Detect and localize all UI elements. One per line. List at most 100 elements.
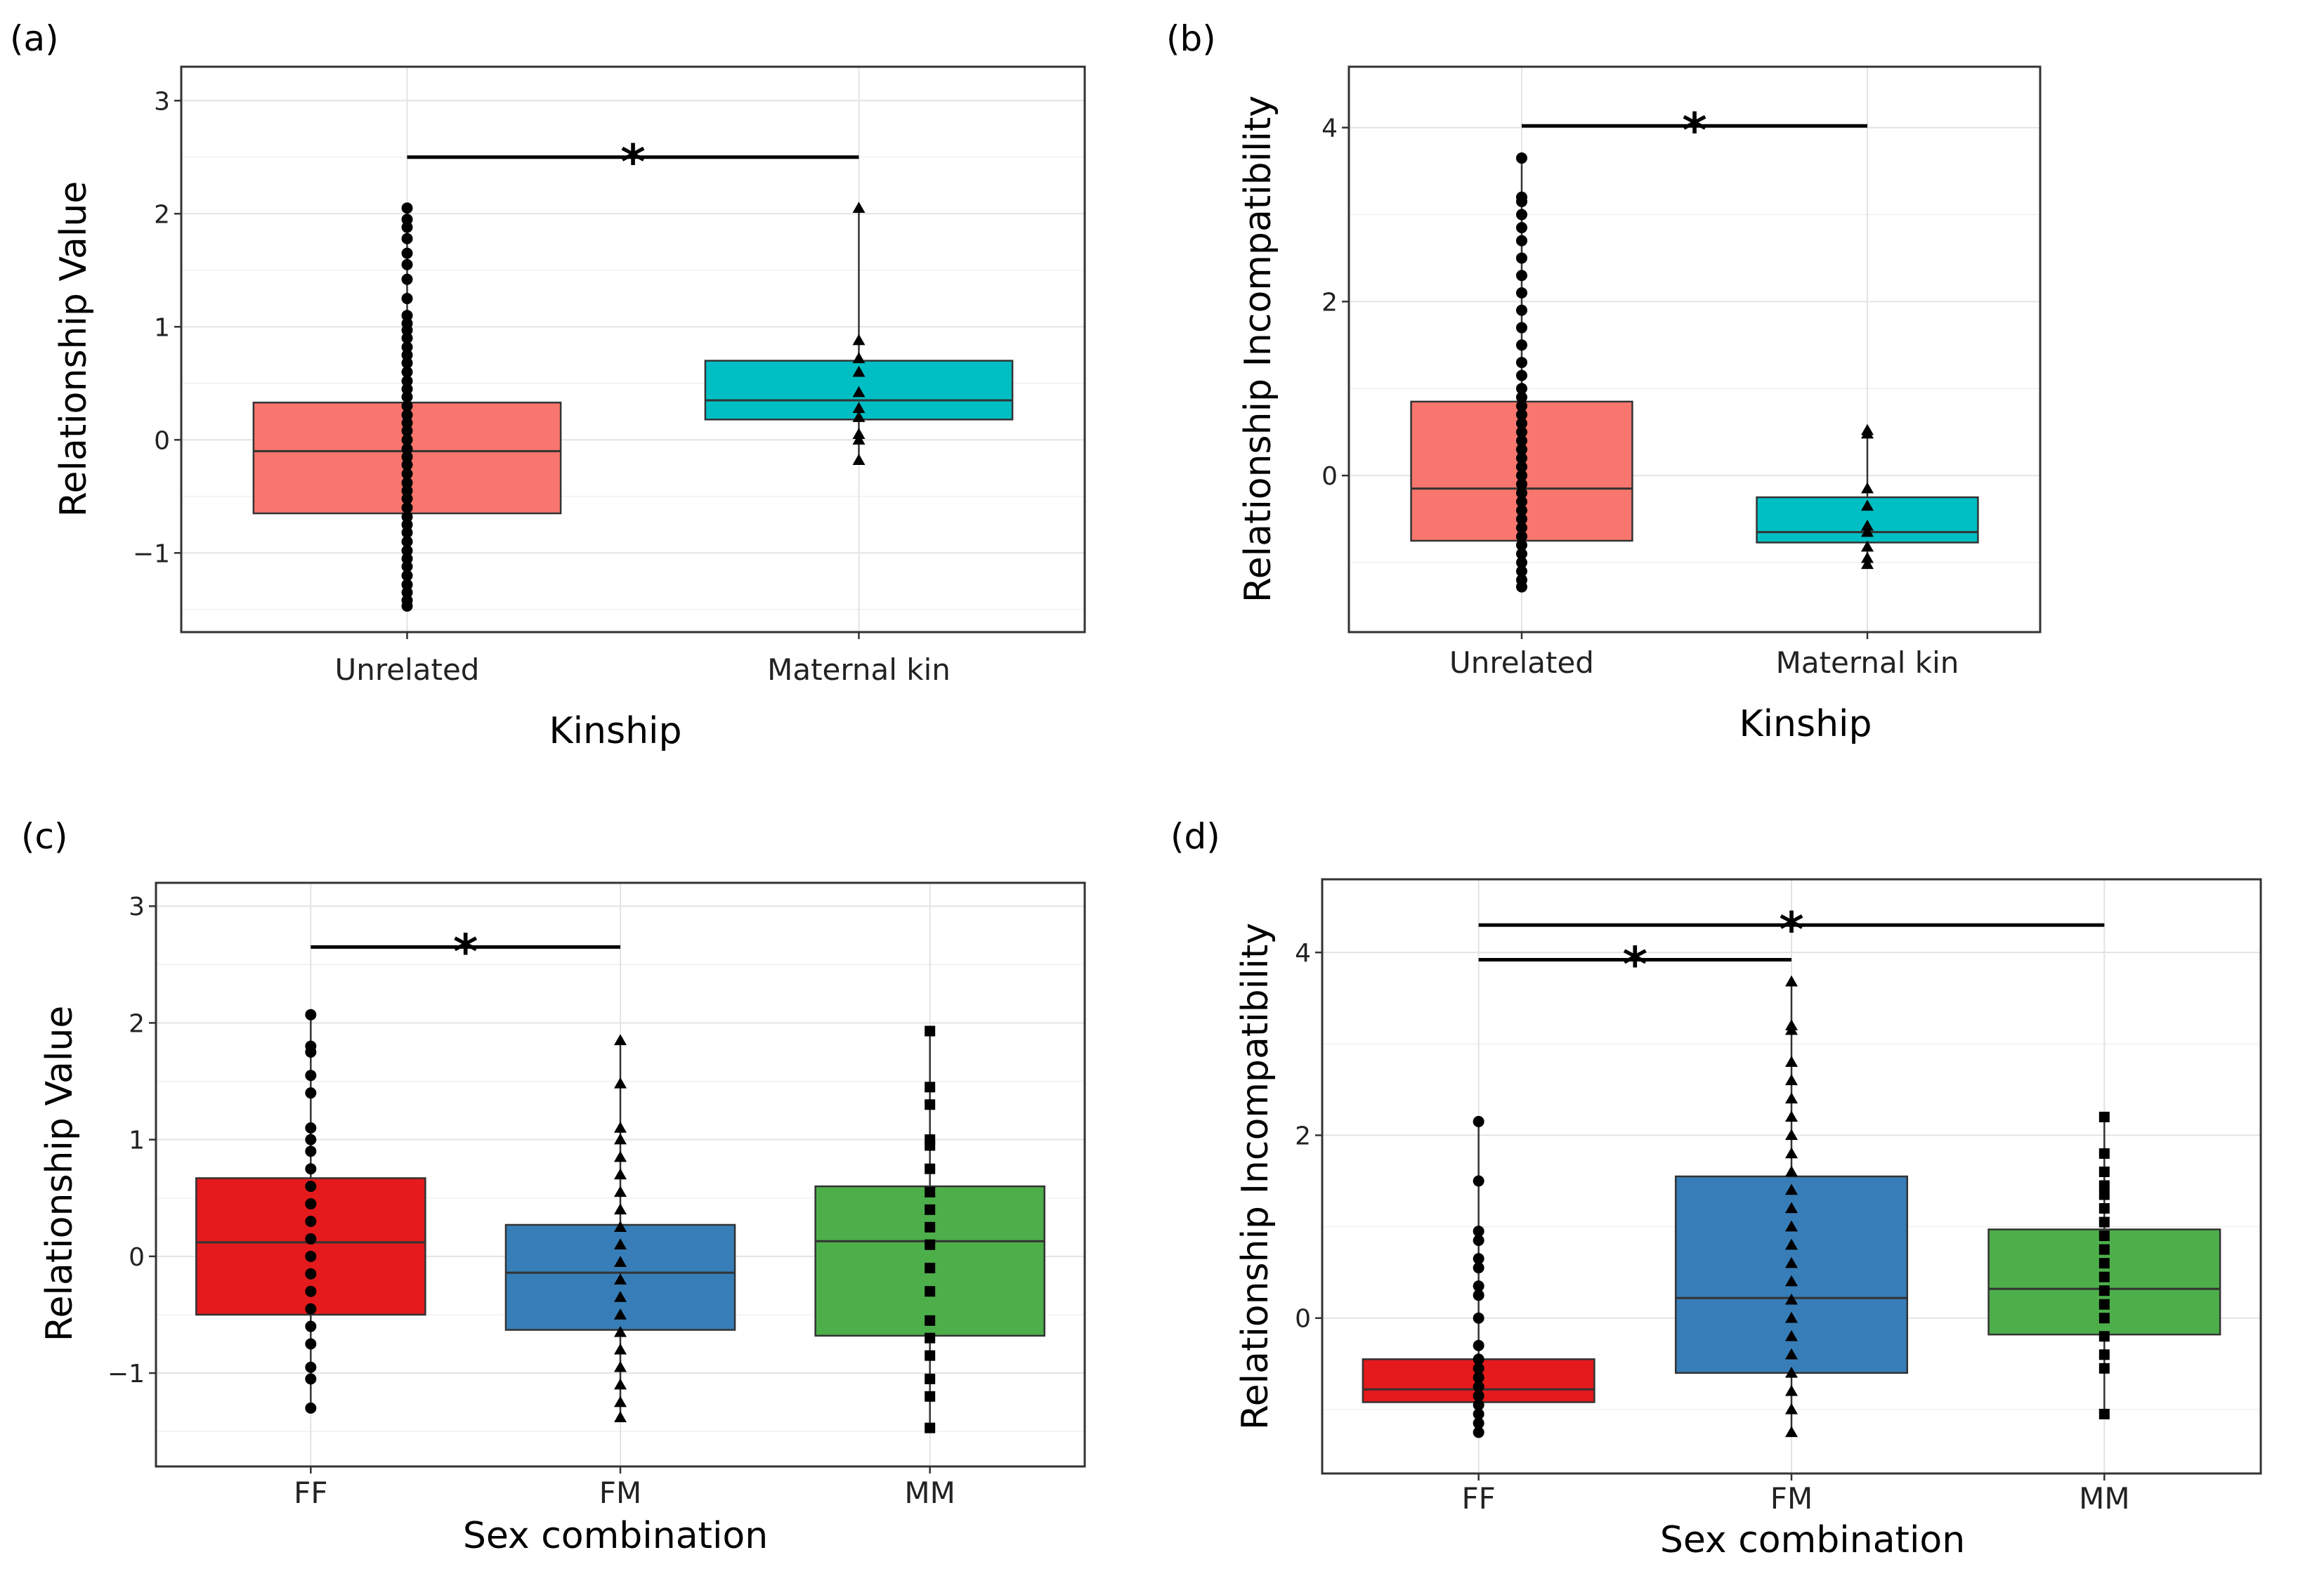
data-point	[1516, 496, 1527, 508]
data-point	[1473, 1363, 1484, 1374]
panel-label: (c)	[21, 816, 68, 857]
data-point	[2098, 1363, 2110, 1374]
data-point	[925, 1262, 936, 1273]
data-point	[1785, 1183, 1798, 1195]
panel-c: −1 0 1 2 3 FF FM MM * Relationship Value Sex combi…	[21, 816, 1086, 1557]
data-point	[305, 1285, 317, 1297]
data-point	[401, 332, 413, 344]
significance-star: *	[1623, 938, 1648, 993]
data-point	[1473, 1280, 1484, 1292]
data-point	[401, 247, 413, 259]
data-point	[1785, 1330, 1798, 1341]
data-point	[925, 1221, 936, 1233]
data-point	[2098, 1189, 2110, 1200]
data-point	[1861, 551, 1874, 563]
data-point	[925, 1025, 936, 1037]
data-point	[852, 433, 866, 445]
data-point	[305, 1181, 317, 1193]
data-point	[925, 1422, 936, 1433]
series-fm	[1674, 975, 1909, 1438]
data-point	[852, 334, 866, 346]
panel-label: (a)	[10, 18, 59, 59]
data-point	[1785, 1092, 1798, 1104]
data-point	[1473, 1399, 1484, 1411]
x-tick-label: FF	[1462, 1481, 1496, 1516]
data-point	[2098, 1258, 2110, 1269]
data-point	[1785, 1348, 1798, 1360]
significance-bracket: *	[1478, 938, 1791, 993]
data-point	[1516, 191, 1527, 203]
data-point	[1473, 1262, 1484, 1274]
data-point	[1516, 530, 1527, 542]
data-point	[1516, 452, 1527, 464]
data-point	[1473, 1339, 1484, 1351]
data-point	[401, 349, 413, 361]
data-point	[401, 485, 413, 497]
data-point	[1516, 478, 1527, 490]
x-axis-title: Kinship	[1739, 703, 1872, 745]
data-point	[1516, 461, 1527, 473]
data-point	[1785, 1110, 1798, 1122]
data-point	[305, 1122, 317, 1134]
data-point	[401, 409, 413, 421]
data-point	[1516, 487, 1527, 499]
data-point	[614, 1411, 627, 1422]
data-point	[401, 366, 413, 378]
data-point	[1861, 519, 1874, 531]
x-tick-label: Maternal kin	[767, 652, 951, 687]
x-tick-label: Unrelated	[335, 652, 480, 687]
data-point	[614, 1122, 627, 1133]
data-point	[401, 560, 413, 572]
data-point	[1516, 548, 1527, 560]
data-point	[305, 1145, 317, 1157]
data-point	[401, 293, 413, 305]
data-point	[2098, 1408, 2110, 1419]
data-point	[1473, 1312, 1484, 1324]
y-tick-label: 0	[1321, 462, 1338, 491]
y-tick-label: 1	[154, 313, 170, 342]
data-point	[401, 527, 413, 539]
data-point	[1861, 540, 1874, 552]
series-maternal-kin	[704, 202, 1014, 466]
data-point	[401, 434, 413, 446]
significance-bracket: *	[1478, 902, 2105, 958]
data-point	[1785, 1129, 1798, 1141]
data-point	[1785, 1165, 1798, 1177]
significance-bracket: *	[1522, 103, 1867, 159]
data-point	[1473, 1353, 1484, 1365]
significance-star: *	[1779, 902, 1804, 958]
data-point	[1785, 1384, 1798, 1396]
data-point	[401, 501, 413, 513]
data-point	[305, 1373, 317, 1385]
data-point	[614, 1256, 627, 1267]
y-axis-title: Relationship Value	[39, 1006, 81, 1342]
y-axis-title: Relationship Incompatibility	[1237, 96, 1279, 603]
data-point	[614, 1238, 627, 1249]
y-tick-label: 3	[154, 87, 170, 116]
data-point	[401, 425, 413, 437]
data-point	[1473, 1417, 1484, 1429]
data-point	[614, 1273, 627, 1285]
data-point	[401, 258, 413, 270]
data-point	[305, 1009, 317, 1020]
data-point	[305, 1303, 317, 1315]
data-point	[1516, 435, 1527, 447]
data-point	[1516, 287, 1527, 298]
data-point	[1785, 1426, 1798, 1438]
panel-b: 0 2 4 Unrelated Maternal kin * Relationship In…	[1166, 18, 2042, 745]
significance-star: *	[620, 135, 646, 190]
data-point	[401, 310, 413, 322]
data-point	[852, 454, 866, 466]
data-point	[614, 1077, 627, 1089]
series-unrelated	[252, 202, 562, 612]
data-point	[1861, 482, 1874, 494]
data-point	[1785, 1403, 1798, 1414]
data-point	[1861, 525, 1874, 537]
data-point	[401, 594, 413, 606]
data-point	[305, 1338, 317, 1350]
data-point	[1785, 1056, 1798, 1068]
data-point	[1516, 391, 1527, 403]
significance-bracket: *	[311, 924, 620, 980]
data-point	[614, 1308, 627, 1320]
